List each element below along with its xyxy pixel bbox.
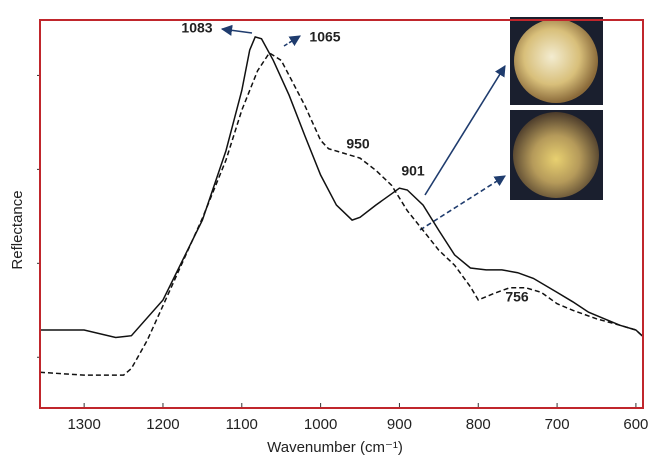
annotation: 950 bbox=[346, 136, 370, 152]
arrow bbox=[220, 24, 253, 36]
annotation: 1065 bbox=[309, 29, 340, 45]
x-tick-label: 1300 bbox=[67, 416, 100, 433]
annotation: 901 bbox=[401, 163, 425, 179]
y-axis-label: Reflectance bbox=[9, 190, 26, 269]
plot-frame bbox=[39, 19, 644, 409]
annotation: 756 bbox=[505, 289, 529, 305]
arrow bbox=[424, 65, 506, 196]
photo bbox=[513, 112, 599, 198]
x-tick-label: 600 bbox=[623, 416, 648, 433]
line-series bbox=[39, 51, 644, 376]
x-tick-label: 900 bbox=[387, 416, 412, 433]
x-axis-label: Wavenumber (cm⁻¹) bbox=[267, 439, 403, 456]
line-series bbox=[40, 35, 644, 339]
x-tick-label: 1200 bbox=[146, 416, 179, 433]
x-tick-label: 800 bbox=[466, 416, 491, 433]
arrow bbox=[419, 175, 506, 231]
annotation: 1083 bbox=[181, 20, 212, 36]
x-tick-label: 1100 bbox=[226, 416, 258, 433]
photo bbox=[514, 19, 598, 103]
x-tick-label: 1000 bbox=[304, 416, 337, 433]
x-tick-label: 700 bbox=[545, 416, 570, 433]
arrow bbox=[283, 35, 301, 47]
